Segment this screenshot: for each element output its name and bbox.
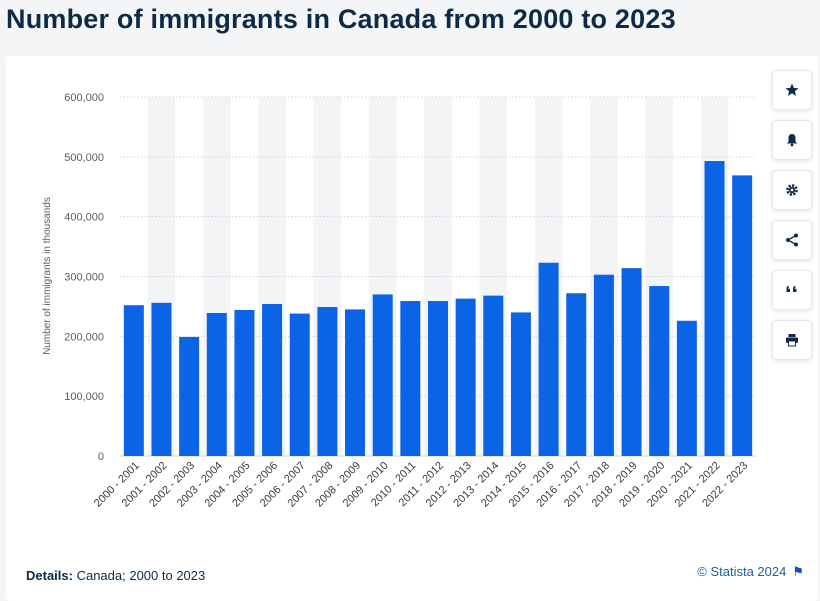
bell-icon (787, 134, 797, 147)
details-note: Details: Canada; 2000 to 2023 (26, 568, 205, 583)
favorite-button[interactable] (772, 70, 812, 110)
page-title: Number of immigrants in Canada from 2000… (6, 4, 676, 34)
bar[interactable] (317, 307, 338, 456)
bar[interactable] (566, 293, 587, 456)
bar[interactable] (676, 320, 697, 456)
bar[interactable] (400, 301, 421, 456)
notification-button[interactable] (772, 120, 812, 160)
bar[interactable] (621, 268, 642, 456)
star-icon (785, 83, 799, 96)
print-button[interactable] (772, 320, 812, 360)
quote-icon (786, 286, 797, 292)
bars (123, 161, 753, 457)
y-tick-label: 400,000 (64, 212, 104, 224)
bar[interactable] (455, 298, 476, 456)
y-tick-label: 200,000 (64, 331, 104, 343)
bar[interactable] (593, 274, 614, 456)
chart-toolbar (772, 70, 812, 370)
flag-icon: ⚑ (792, 564, 804, 579)
y-tick-label: 0 (98, 451, 104, 463)
bar[interactable] (151, 302, 172, 456)
y-axis-ticks: 0 100,000 200,000 300,000 400,000 500,000 600,… (64, 92, 104, 463)
y-axis-label: Number of immigrants in thousands (42, 197, 53, 355)
y-tick-label: 300,000 (64, 272, 104, 284)
credit-text: © Statista 2024 (697, 564, 787, 579)
print-icon (786, 334, 798, 347)
y-tick-label: 600,000 (64, 92, 104, 104)
bar[interactable] (234, 310, 255, 456)
bar[interactable] (704, 161, 725, 456)
bar[interactable] (345, 309, 366, 456)
y-tick-label: 500,000 (64, 152, 104, 164)
bar[interactable] (179, 336, 200, 456)
gear-icon (786, 184, 798, 196)
share-icon (786, 233, 798, 247)
bar[interactable] (372, 294, 393, 456)
bar[interactable] (732, 175, 753, 457)
share-button[interactable] (772, 220, 812, 260)
bar[interactable] (123, 305, 144, 456)
bar[interactable] (483, 295, 504, 456)
details-label: Details: (26, 568, 73, 583)
y-tick-label: 100,000 (64, 391, 104, 403)
bar[interactable] (649, 286, 670, 456)
details-text: Canada; 2000 to 2023 (72, 568, 206, 583)
bar[interactable] (510, 312, 531, 456)
source-credit[interactable]: © Statista 2024 ⚑ (697, 564, 804, 580)
bar[interactable] (289, 313, 310, 456)
settings-button[interactable] (772, 170, 812, 210)
bar[interactable] (538, 262, 559, 456)
bar[interactable] (262, 304, 283, 456)
bar[interactable] (206, 312, 227, 456)
cite-button[interactable] (772, 270, 812, 310)
bar[interactable] (428, 301, 448, 456)
